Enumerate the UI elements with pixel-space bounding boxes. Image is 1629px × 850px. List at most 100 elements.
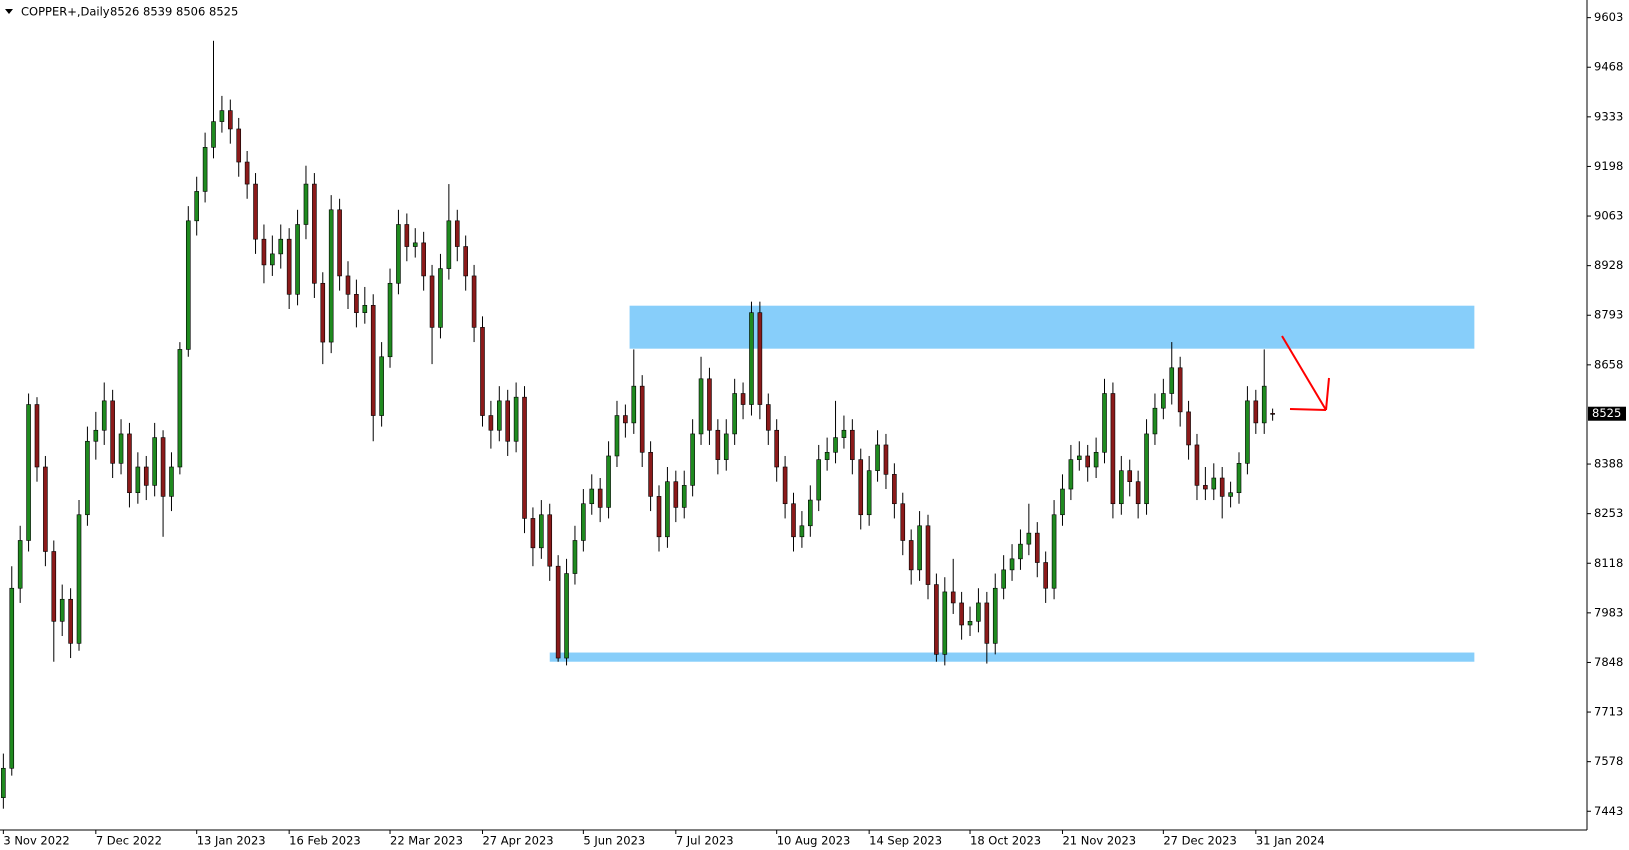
candle-body xyxy=(631,385,637,424)
candle-body xyxy=(1085,455,1091,468)
candle-body xyxy=(824,451,830,460)
candle-body xyxy=(261,238,267,266)
candle-body xyxy=(765,404,771,431)
candle-body xyxy=(51,551,57,622)
candle-body xyxy=(194,191,199,222)
candle-body xyxy=(404,224,410,247)
candle-body xyxy=(967,621,973,626)
candle-body xyxy=(858,459,864,516)
candle-body xyxy=(219,110,225,122)
candle-body xyxy=(488,415,494,431)
candle-body xyxy=(959,602,964,626)
candle-body xyxy=(1245,400,1250,464)
candle-body xyxy=(34,404,40,468)
y-tick-label: 8658 xyxy=(1594,357,1623,371)
candle-body xyxy=(707,378,712,431)
candle-body xyxy=(270,253,275,266)
x-tick-label: 22 Mar 2023 xyxy=(390,834,463,848)
candle-body xyxy=(328,209,334,343)
y-tick-label: 8253 xyxy=(1594,506,1623,520)
x-tick-label: 21 Nov 2023 xyxy=(1062,834,1136,848)
candle-body xyxy=(278,238,284,255)
y-tick-label: 9468 xyxy=(1594,60,1623,74)
header-open: 8526 xyxy=(110,5,139,19)
candle-body xyxy=(1034,532,1040,563)
x-tick-label: 27 Apr 2023 xyxy=(482,834,553,848)
x-tick-label: 18 Oct 2023 xyxy=(970,834,1041,848)
candle-body xyxy=(715,429,721,460)
candle-body xyxy=(85,440,90,516)
x-tick-label: 5 Jun 2023 xyxy=(583,834,645,848)
candle-body xyxy=(421,242,426,277)
y-tick-label: 7443 xyxy=(1594,804,1623,818)
candle-body xyxy=(850,429,855,460)
candle-body xyxy=(1177,367,1183,413)
candle-body xyxy=(211,121,216,148)
header-close: 8525 xyxy=(209,5,238,19)
candle-body xyxy=(202,147,208,192)
x-tick-label: 7 Jul 2023 xyxy=(676,834,734,848)
candle-body xyxy=(169,466,174,497)
candle-body xyxy=(732,393,737,435)
candle-body xyxy=(1270,413,1275,415)
y-tick-label: 8388 xyxy=(1594,457,1623,471)
candle-body xyxy=(1127,470,1133,482)
candle-body xyxy=(370,305,376,416)
candle-body xyxy=(681,485,687,508)
candle-body xyxy=(438,268,443,328)
candle-body xyxy=(698,378,704,435)
y-tick-label: 7578 xyxy=(1594,754,1623,768)
candle-body xyxy=(791,503,796,538)
price-label: 8525 xyxy=(1592,406,1621,420)
candle-body xyxy=(740,393,746,405)
candle-body xyxy=(934,584,939,655)
candle-body xyxy=(244,161,250,185)
candle-body xyxy=(152,437,157,486)
candle-body xyxy=(1236,463,1242,494)
menu-triangle[interactable] xyxy=(5,9,13,14)
candle-body xyxy=(93,429,99,442)
candle-body xyxy=(143,466,149,486)
candle-body xyxy=(1051,514,1057,589)
x-tick-label: 10 Aug 2023 xyxy=(777,834,851,848)
candle-body xyxy=(799,525,805,538)
candle-body xyxy=(379,356,384,416)
candle-body xyxy=(1261,385,1267,424)
y-tick-label: 9063 xyxy=(1594,209,1623,223)
candle-body xyxy=(673,481,679,508)
candle-body xyxy=(101,400,107,431)
candle-body xyxy=(1,767,6,798)
y-tick-label: 8118 xyxy=(1594,556,1623,570)
candle-body xyxy=(320,282,326,343)
candle-body xyxy=(782,466,788,505)
y-tick-label: 7713 xyxy=(1594,705,1623,719)
candle-body xyxy=(723,433,729,460)
candle-body xyxy=(454,220,460,247)
candle-body xyxy=(984,602,990,644)
candle-body xyxy=(866,470,872,516)
candle-body xyxy=(530,518,536,549)
candle-body xyxy=(774,429,779,468)
candle-body xyxy=(177,349,183,468)
header-high: 8539 xyxy=(143,5,172,19)
header-low: 8506 xyxy=(176,5,205,19)
candle-body xyxy=(606,455,611,508)
candle-body xyxy=(749,312,754,405)
candle-body xyxy=(505,400,511,442)
candle-body xyxy=(757,312,763,405)
candle-body xyxy=(362,305,368,313)
candle-body xyxy=(1043,562,1048,589)
y-tick-label: 8793 xyxy=(1594,308,1623,322)
candle-body xyxy=(118,433,124,464)
arrow xyxy=(1281,335,1330,411)
candle-body xyxy=(614,415,620,457)
candle-body xyxy=(110,400,115,464)
candle-body xyxy=(412,242,418,247)
candle-body xyxy=(471,275,477,328)
candle-body xyxy=(1169,367,1175,394)
candle-body xyxy=(295,224,300,295)
candle-body xyxy=(446,220,452,269)
candle-body xyxy=(1135,481,1141,505)
x-tick-label: 31 Jan 2024 xyxy=(1256,834,1325,848)
candle-body xyxy=(9,587,15,769)
